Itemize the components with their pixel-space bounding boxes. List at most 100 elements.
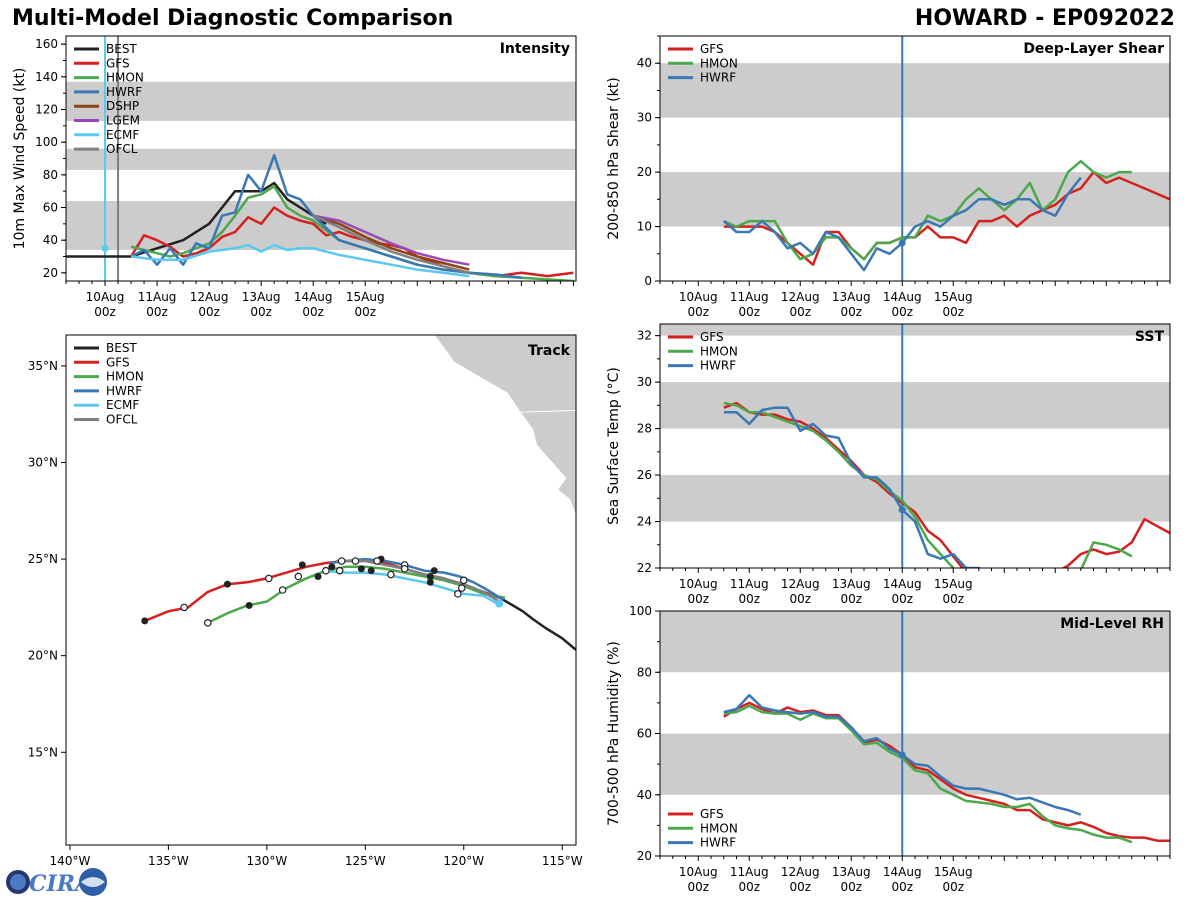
sst-title: SST	[1135, 329, 1165, 345]
rh-xtick-label: 00z	[891, 880, 913, 894]
sst-ytick-label: 24	[637, 515, 652, 529]
intensity-legend-label: OFCL	[106, 142, 138, 156]
sst-ytick-label: 22	[637, 561, 652, 575]
track-title: Track	[528, 343, 571, 359]
sst-init-point	[898, 506, 906, 514]
track-legend-label: HMON	[106, 370, 144, 384]
sst-xtick-label: 13Aug	[832, 577, 871, 591]
sst-xtick-label: 10Aug	[679, 577, 718, 591]
shear-series-hmon	[723, 159, 1132, 261]
sst-ytick-label: 28	[637, 422, 652, 436]
intensity-ytick-label: 160	[35, 37, 58, 51]
intensity-series-best	[66, 181, 327, 258]
shear-title: Deep-Layer Shear	[1023, 41, 1164, 57]
sst-ytick-label: 26	[637, 468, 652, 482]
intensity-series-ofcl	[312, 214, 470, 275]
track-xtick-label: 130°W	[246, 854, 287, 868]
shear-xtick-label: 13Aug	[832, 290, 871, 304]
shear-ytick-label: 30	[637, 111, 652, 125]
intensity-legend-label: HMON	[106, 71, 144, 85]
intensity-plot-area	[66, 36, 576, 281]
rh-legend-label: GFS	[700, 807, 724, 821]
track-position-marker	[357, 565, 365, 573]
intensity-ylabel: 10m Max Wind Speed (kt)	[12, 68, 28, 250]
track-map-area	[141, 335, 576, 651]
track-series-ecmf	[321, 569, 498, 605]
track-xtick-label: 120°W	[443, 854, 484, 868]
sst-legend-label: GFS	[700, 330, 724, 344]
sst-xtick-label: 14Aug	[883, 577, 922, 591]
rh-title: Mid-Level RH	[1060, 616, 1164, 632]
sst-plot-area	[660, 324, 1170, 568]
ecmf-init-point	[101, 244, 109, 252]
intensity-ytick-label: 140	[35, 70, 58, 84]
shear-xtick-label: 00z	[891, 305, 913, 319]
rh-legend-label: HWRF	[700, 836, 736, 850]
track-panel: 140°W 135°W 130°W 125°W 120°W 115°W 15°N 20°N 25…	[28, 334, 583, 868]
track-position-marker-open	[457, 584, 466, 592]
track-series-hwrf	[329, 557, 504, 601]
rh-band	[660, 611, 1170, 673]
track-position-marker-open	[335, 566, 344, 575]
track-ytick-label: 30°N	[28, 456, 58, 470]
intensity-ytick-label: 100	[35, 135, 58, 149]
intensity-legend-label: ECMF	[106, 128, 139, 142]
sst-band	[660, 475, 1170, 522]
intensity-ytick-label: 80	[43, 168, 58, 182]
track-legend-label: HWRF	[106, 384, 142, 398]
track-position-marker-open	[454, 590, 462, 598]
rh-xtick-label: 00z	[789, 880, 811, 894]
sst-panel: 22242628303210Aug00z11Aug00z12Aug00z13Au…	[606, 323, 1171, 606]
track-position-marker	[426, 572, 434, 580]
shear-xtick-label: 00z	[840, 305, 862, 319]
sst-frame	[659, 323, 1171, 569]
shear-xtick-label: 00z	[687, 305, 709, 319]
shear-ytick-label: 0	[644, 274, 652, 288]
track-position-marker-open	[294, 572, 303, 581]
intensity-xtick-label: 00z	[198, 305, 220, 319]
intensity-series-ecmf	[130, 243, 470, 278]
rh-series-hmon	[723, 704, 1133, 844]
shear-xtick-label: 12Aug	[781, 290, 820, 304]
rh-ytick-label: 80	[637, 665, 652, 679]
intensity-xtick-label: 00z	[146, 305, 168, 319]
track-position-marker	[223, 580, 231, 588]
intensity-legend-label: HWRF	[106, 85, 142, 99]
storm-id-title: HOWARD - EP092022	[914, 6, 1175, 31]
shear-legend-label: HMON	[700, 56, 738, 70]
intensity-panel: 2040608010012014016010Aug00z11Aug00z12Au…	[12, 35, 577, 319]
rh-panel: 2040608010010Aug00z11Aug00z12Aug00z13Aug…	[606, 604, 1171, 894]
sst-band	[660, 324, 1170, 336]
shear-panel: 01020304010Aug00z11Aug00z12Aug00z13Aug00…	[606, 35, 1171, 319]
track-position-marker-open	[265, 574, 273, 583]
track-xtick-label: 115°W	[542, 854, 583, 868]
shear-init-point	[898, 239, 906, 247]
rh-legend-label: HMON	[700, 821, 738, 835]
intensity-xtick-label: 00z	[354, 305, 376, 319]
rh-xtick-label: 15Aug	[934, 865, 973, 879]
track-position-marker	[314, 572, 322, 580]
track-position-marker	[328, 563, 336, 571]
track-position-marker-open	[322, 566, 330, 575]
intensity-xtick-label: 00z	[250, 305, 272, 319]
track-position-marker-open	[400, 564, 409, 573]
shear-band	[660, 172, 1170, 227]
sst-series-hmon	[723, 401, 1133, 568]
sst-legend-label: HMON	[700, 344, 738, 358]
intensity-ytick-label: 120	[35, 103, 58, 117]
sst-ytick-label: 30	[637, 375, 652, 389]
sst-ylabel: Sea Surface Temp (°C)	[606, 367, 622, 525]
shear-xtick-label: 00z	[738, 305, 760, 319]
shear-legend-label: GFS	[700, 42, 724, 56]
track-init-point	[495, 599, 504, 608]
intensity-band	[66, 81, 576, 121]
figure-title: Multi-Model Diagnostic Comparison	[12, 6, 454, 31]
track-xtick-label: 140°W	[50, 854, 91, 868]
track-position-marker	[245, 601, 253, 609]
intensity-xtick-label: 00z	[94, 305, 116, 319]
rh-xtick-label: 00z	[942, 880, 964, 894]
intensity-xtick-label: 12Aug	[190, 290, 229, 304]
sst-xtick-label: 15Aug	[934, 577, 973, 591]
rh-ylabel: 700-500 hPa Humidity (%)	[606, 641, 622, 826]
track-xtick-label: 125°W	[345, 854, 386, 868]
